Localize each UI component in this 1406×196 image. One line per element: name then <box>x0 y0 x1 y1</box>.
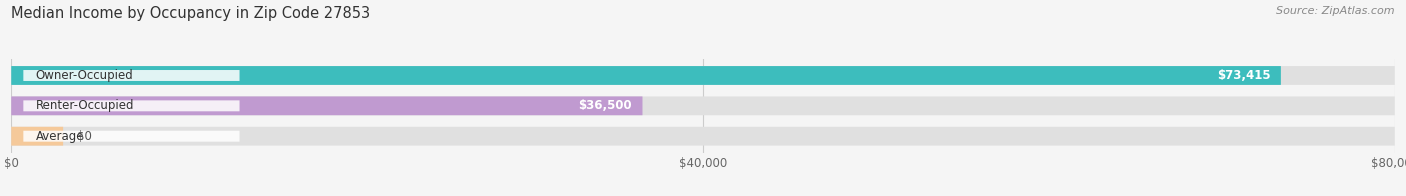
Text: Owner-Occupied: Owner-Occupied <box>35 69 134 82</box>
FancyBboxPatch shape <box>11 96 1395 115</box>
FancyBboxPatch shape <box>11 127 1395 146</box>
Text: Renter-Occupied: Renter-Occupied <box>35 99 134 112</box>
Text: $36,500: $36,500 <box>578 99 633 112</box>
Text: Median Income by Occupancy in Zip Code 27853: Median Income by Occupancy in Zip Code 2… <box>11 6 370 21</box>
Text: Source: ZipAtlas.com: Source: ZipAtlas.com <box>1277 6 1395 16</box>
FancyBboxPatch shape <box>11 66 1395 85</box>
FancyBboxPatch shape <box>11 96 643 115</box>
FancyBboxPatch shape <box>24 131 239 142</box>
FancyBboxPatch shape <box>24 70 239 81</box>
FancyBboxPatch shape <box>11 66 1281 85</box>
Text: $73,415: $73,415 <box>1216 69 1271 82</box>
FancyBboxPatch shape <box>11 127 63 146</box>
Text: $0: $0 <box>77 130 91 143</box>
FancyBboxPatch shape <box>24 100 239 111</box>
Text: Average: Average <box>35 130 84 143</box>
